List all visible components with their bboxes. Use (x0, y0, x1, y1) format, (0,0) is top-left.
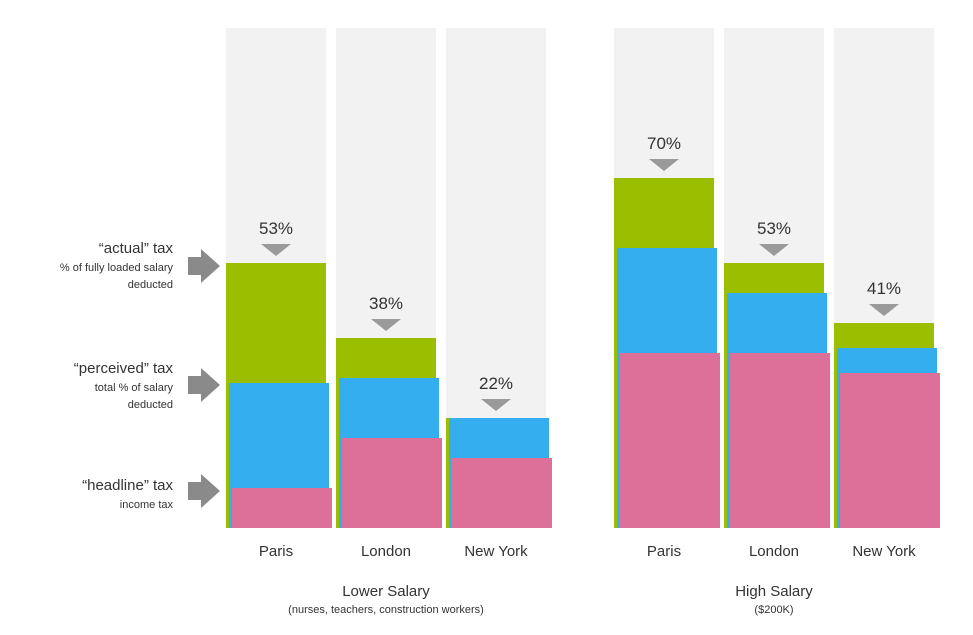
bar-column-paris: 53% Paris (226, 28, 332, 560)
bar-column-paris: 70% Paris (614, 28, 720, 560)
arrow-icon (188, 368, 220, 402)
bar-headline (232, 488, 332, 528)
pointer-marker (759, 244, 789, 256)
bar-headline (620, 353, 720, 528)
arrow-icon (188, 249, 220, 283)
category-label: London (749, 543, 799, 560)
bar-group-high-salary: 70% Paris 53% London 41% New York High Salary (… (614, 28, 940, 616)
legend-title: “perceived” tax (74, 360, 174, 377)
bar-headline (452, 458, 552, 528)
legend-subtitle: deducted (128, 399, 173, 411)
legend-subtitle: % of fully loaded salary (60, 262, 174, 274)
data-label: 53% (757, 219, 791, 238)
bar-headline (730, 353, 830, 528)
category-label: New York (464, 543, 528, 560)
bar-column-new-york: 41% New York (834, 28, 940, 560)
bar-headline (342, 438, 442, 528)
pointer-marker (869, 304, 899, 316)
legend-title: “headline” tax (82, 477, 173, 494)
pointer-marker (261, 244, 291, 256)
group-subtitle: (nurses, teachers, construction workers) (288, 604, 484, 616)
pointer-marker (649, 159, 679, 171)
bar-headline (840, 373, 940, 528)
legend-subtitle: deducted (128, 279, 173, 291)
category-label: London (361, 543, 411, 560)
data-label: 38% (369, 294, 403, 313)
legend-item-actual: “actual” tax % of fully loaded salary dedu… (60, 240, 220, 291)
category-label: New York (852, 543, 916, 560)
data-label: 41% (867, 279, 901, 298)
legend-subtitle: total % of salary (95, 382, 174, 394)
category-label: Paris (647, 543, 681, 560)
data-label: 70% (647, 134, 681, 153)
bar-group-lower-salary: 53% Paris 38% London 22% New York Lower Salary… (226, 28, 552, 616)
legend-item-perceived: “perceived” tax total % of salary deducted (74, 360, 220, 411)
arrow-icon (188, 474, 220, 508)
bar-column-london: 53% London (724, 28, 830, 560)
legend-subtitle: income tax (120, 499, 174, 511)
data-label: 53% (259, 219, 293, 238)
pointer-marker (371, 319, 401, 331)
bar-groups: 53% Paris 38% London 22% New York Lower Salary… (226, 28, 940, 616)
bar-column-london: 38% London (336, 28, 442, 560)
legend-title: “actual” tax (99, 240, 174, 257)
category-label: Paris (259, 543, 293, 560)
legend: “actual” tax % of fully loaded salary dedu… (60, 240, 220, 511)
data-label: 22% (479, 374, 513, 393)
group-title: Lower Salary (342, 583, 430, 600)
bar-column-new-york: 22% New York (446, 28, 552, 560)
legend-item-headline: “headline” tax income tax (82, 474, 220, 511)
pointer-marker (481, 399, 511, 411)
group-subtitle: ($200K) (754, 604, 793, 616)
group-title: High Salary (735, 583, 813, 600)
